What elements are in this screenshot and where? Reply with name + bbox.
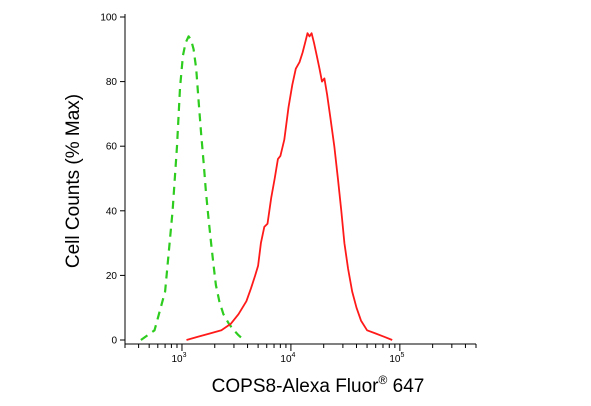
series-layer — [140, 32, 393, 341]
plot-area: 0 20 40 60 80 100 103 104 105 — [100, 13, 477, 365]
y-axis-ticks: 0 20 40 60 80 100 — [100, 13, 125, 347]
sample-histogram-line — [186, 32, 393, 341]
y-tick-label-40: 40 — [106, 206, 118, 217]
y-tick-label-60: 60 — [106, 142, 118, 153]
y-tick-label-100: 100 — [100, 13, 117, 24]
x-axis-title: COPS8-Alexa Fluor® 647 — [212, 373, 425, 397]
y-tick-label-0: 0 — [111, 336, 117, 347]
x-tick-label-10000: 104 — [280, 352, 295, 365]
x-tick-label-100000: 105 — [389, 352, 404, 365]
y-axis-title: Cell Counts (% Max) — [63, 94, 84, 268]
x-axis-title-suffix: 647 — [387, 376, 424, 397]
x-axis-ticks: 103 104 105 — [124, 344, 477, 365]
x-axis-title-main: COPS8-Alexa Fluor — [212, 376, 380, 397]
x-tick-label-1000: 103 — [171, 352, 186, 365]
control-histogram-line — [140, 35, 245, 341]
y-tick-label-20: 20 — [106, 271, 118, 282]
x-axis-title-superscript: ® — [379, 373, 388, 387]
y-tick-label-80: 80 — [106, 77, 118, 88]
